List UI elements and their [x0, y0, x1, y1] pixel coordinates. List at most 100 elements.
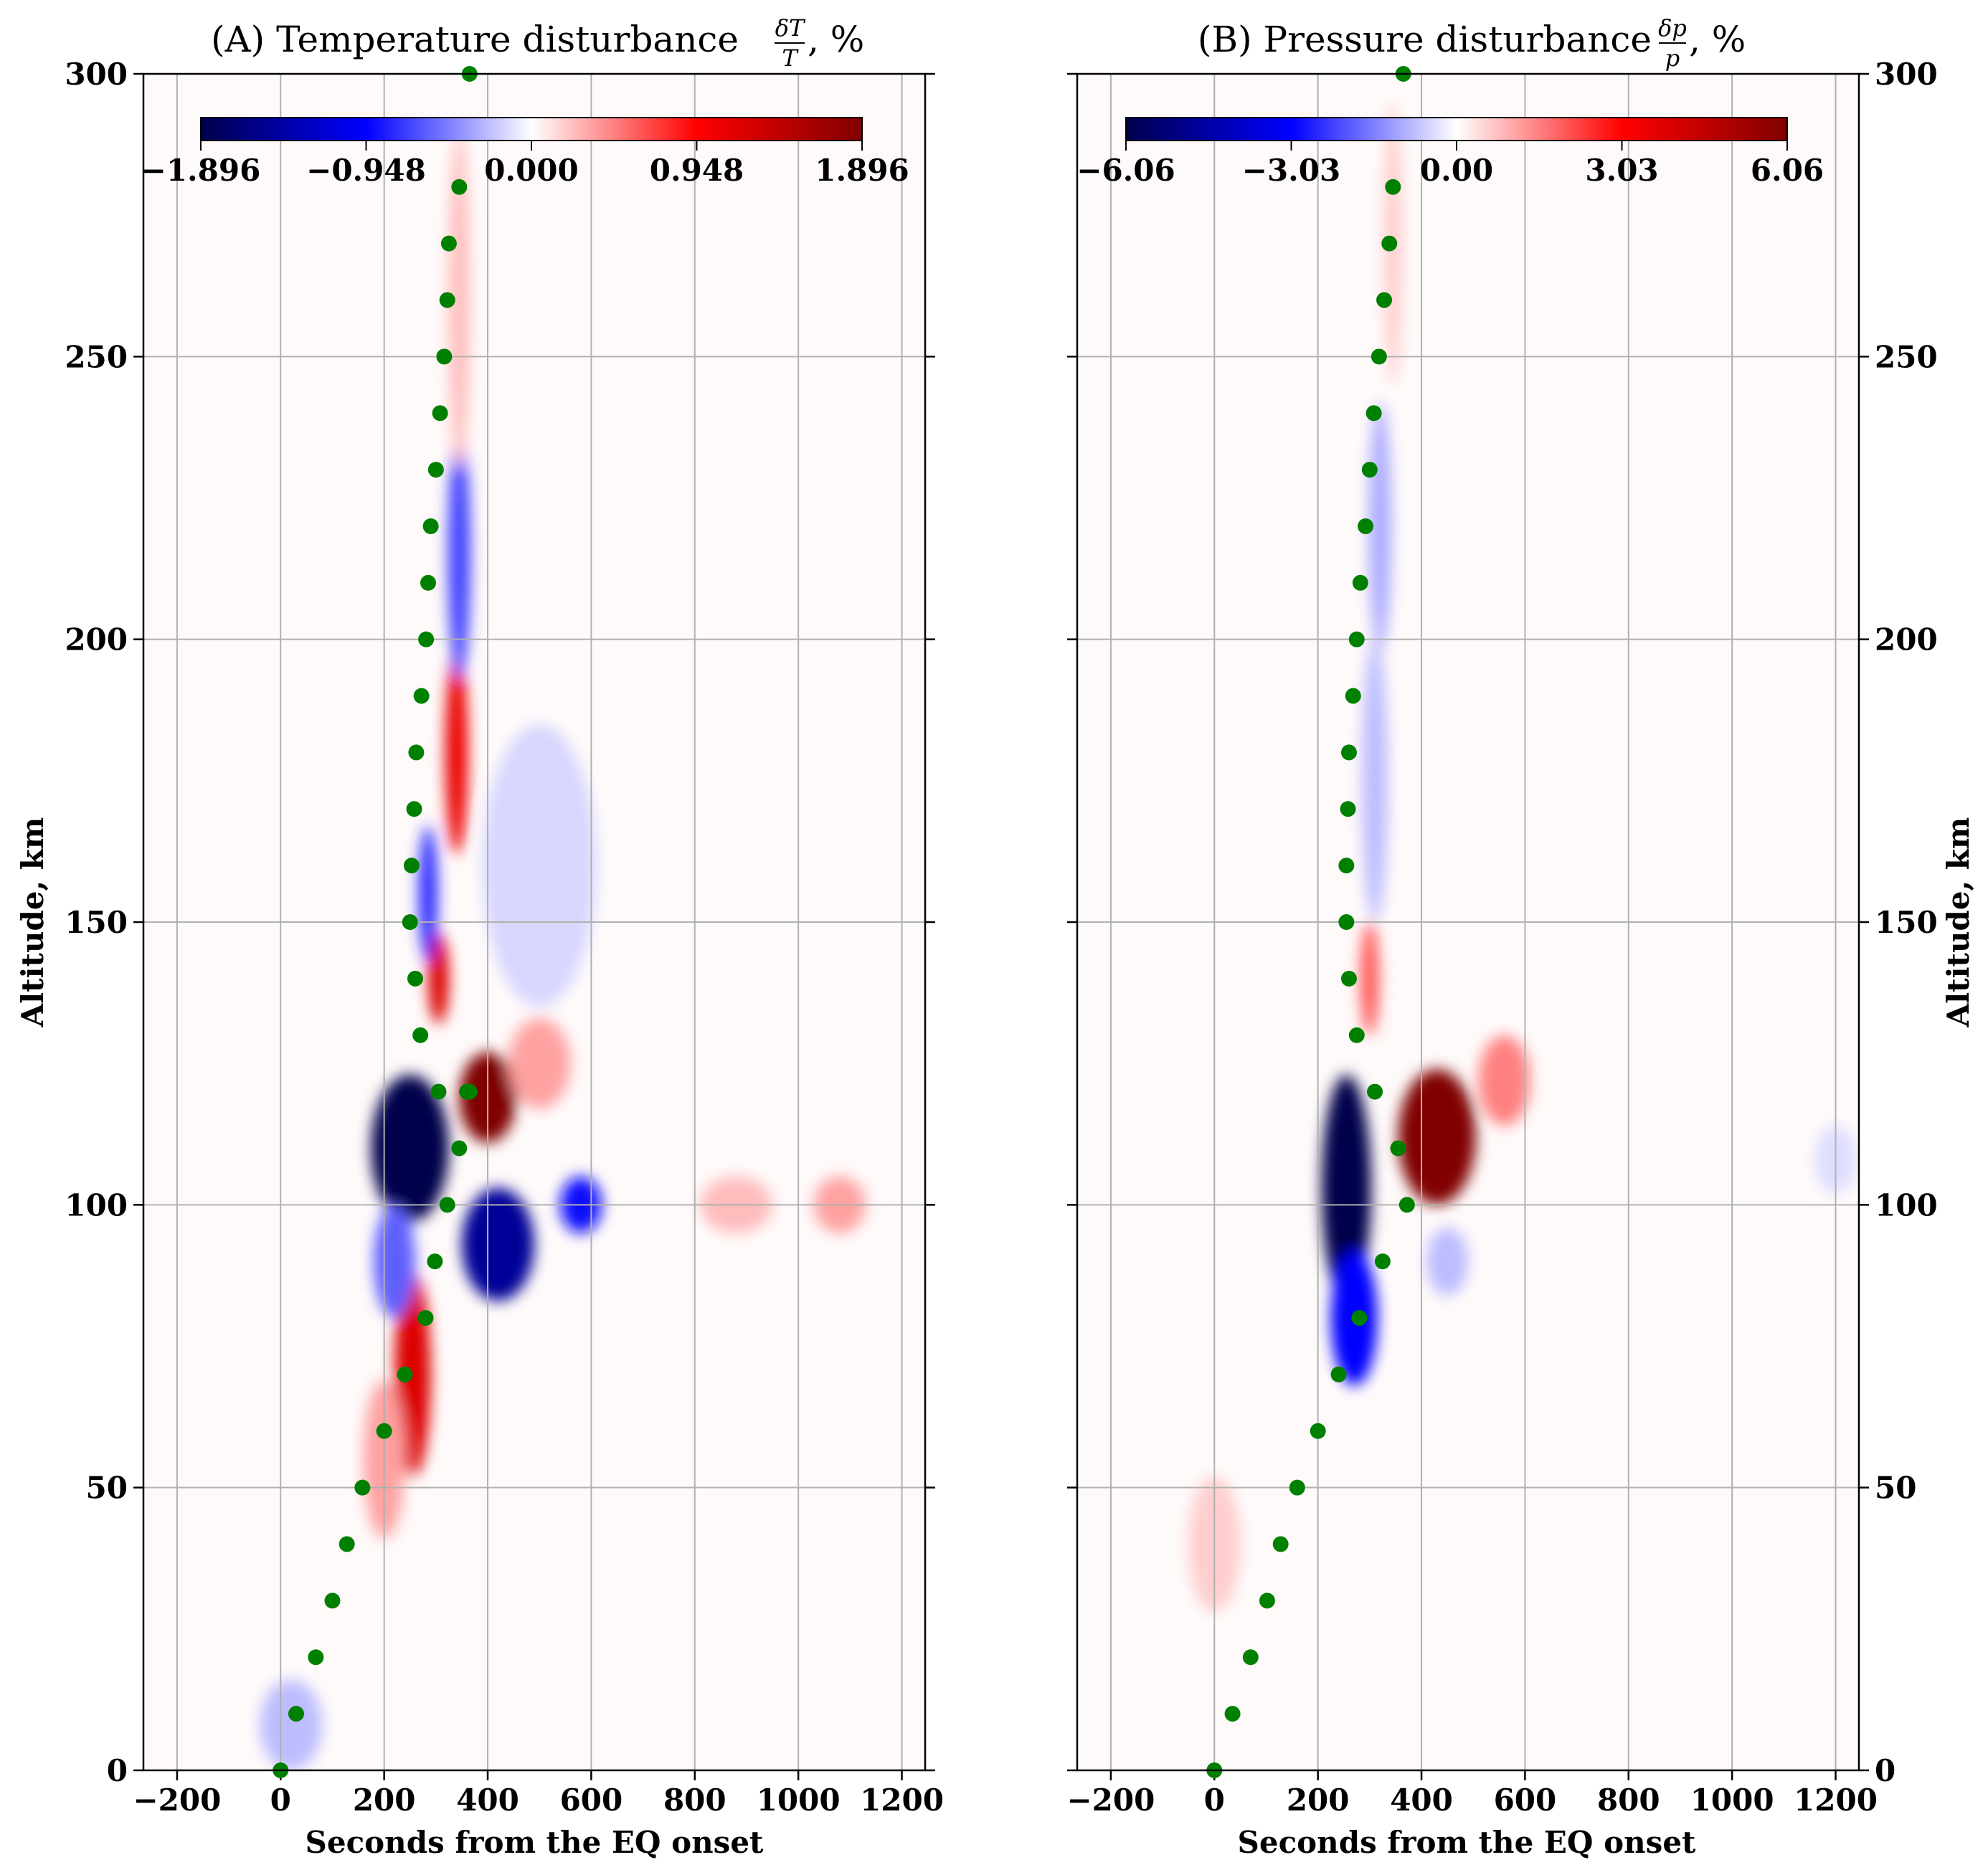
heatmap-blob: [419, 825, 438, 962]
wavefront-point: [439, 1197, 455, 1213]
y-tick-label: 100: [65, 1187, 128, 1223]
x-tick-label: 400: [1390, 1783, 1453, 1818]
panel-a-colorbar-tick-label: −0.948: [306, 153, 426, 188]
wavefront-point: [1371, 348, 1387, 365]
panel-a-colorbar-tick-label: 0.948: [650, 153, 744, 188]
panel-b-title-suffix: , %: [1689, 19, 1746, 60]
heatmap-blob: [1478, 1035, 1530, 1126]
heatmap-blob: [1426, 1227, 1468, 1296]
wavefront-point: [1398, 1197, 1415, 1213]
panel-b-colorbar: [1125, 117, 1788, 141]
y-tick-label: 200: [1875, 622, 1938, 658]
wavefront-point: [1330, 1366, 1347, 1382]
panel-b-colorbar-tick-label: 0.00: [1420, 153, 1493, 188]
heatmap-blob: [461, 1187, 534, 1301]
panel-b-ylabel: Altitude, km: [1941, 817, 1976, 1028]
wavefront-point: [308, 1649, 324, 1666]
panel-a-title-frac-den: T: [782, 44, 799, 72]
panel-b-title-frac-den: p: [1665, 44, 1680, 72]
wavefront-point: [417, 1310, 434, 1326]
wavefront-point: [1376, 292, 1393, 308]
panel-b: −200 0 200 400 600 800 1000 1200050100150200250…: [1066, 14, 1976, 1860]
heatmap-blob: [260, 1679, 323, 1770]
panel-a-ticks: −200 0 200 400 600 800 1000 1200050100150200250…: [65, 57, 944, 1818]
wavefront-point: [1365, 405, 1382, 422]
wavefront-point: [1242, 1649, 1259, 1666]
panel-b-title-main: (B) Pressure disturbance: [1198, 19, 1652, 60]
panel-a-colorbar-tick-label: 0.000: [484, 153, 579, 188]
wavefront-point: [451, 179, 468, 195]
wavefront-point: [1310, 1423, 1326, 1439]
wavefront-point: [1224, 1706, 1241, 1722]
x-tick-label: 200: [353, 1783, 416, 1818]
wavefront-point: [420, 574, 437, 591]
wavefront-point: [397, 1366, 413, 1382]
panel-a-title: (A) Temperature disturbance δT T , %: [211, 14, 864, 72]
wavefront-point: [406, 801, 422, 817]
wavefront-point: [1340, 801, 1356, 817]
wavefront-point: [1348, 1027, 1365, 1043]
heatmap-blob: [1362, 639, 1388, 922]
panel-a-title-suffix: , %: [808, 19, 864, 60]
wavefront-point: [408, 744, 425, 761]
wavefront-point: [1361, 462, 1378, 478]
panel-a-colorbar-tick-label: 1.896: [815, 153, 909, 188]
wavefront-point: [402, 914, 418, 930]
wavefront-point: [407, 970, 423, 987]
heatmap-blob: [1360, 922, 1379, 1035]
panel-b-frame: [1076, 72, 1860, 1772]
wavefront-point: [440, 235, 457, 252]
y-tick-label: 250: [1875, 339, 1938, 374]
heatmap-blob: [448, 429, 471, 679]
x-tick-label: 1200: [860, 1783, 944, 1818]
wavefront-point: [1367, 1083, 1383, 1100]
panel-a: −200 0 200 400 600 800 1000 1200050100150200250…: [15, 14, 944, 1860]
y-tick-label: 50: [1875, 1471, 1916, 1506]
panel-b-colorbar-tick-label: −6.06: [1076, 153, 1175, 188]
panel-b-colorbar-ticks: −6.06 −3.03 0.00 3.03 6.06: [1076, 141, 1824, 188]
heatmap-blob: [445, 650, 468, 855]
panel-a-frame: [142, 72, 927, 1772]
panel-a-title-frac-num: δT: [775, 14, 806, 42]
panel-a-xlabel: Seconds from the EQ onset: [306, 1825, 765, 1860]
panel-b-title: (B) Pressure disturbance δp p , %: [1198, 14, 1746, 72]
panel-a-wavefront-points: [273, 66, 478, 1778]
wavefront-point: [430, 1083, 447, 1100]
panel-a-colorbar-tick-label: −1.896: [141, 153, 261, 188]
wavefront-point: [1272, 1536, 1289, 1552]
heatmap-blob: [371, 1074, 449, 1222]
heatmap-blob: [1398, 1069, 1476, 1205]
x-tick-label: 0: [270, 1783, 291, 1818]
panel-a-colorbar: [200, 117, 863, 141]
y-tick-label: 150: [65, 905, 128, 940]
wavefront-point: [339, 1536, 355, 1552]
x-tick-label: −200: [1066, 1783, 1155, 1818]
y-tick-label: 200: [65, 622, 128, 658]
wavefront-point: [376, 1423, 392, 1439]
wavefront-point: [432, 405, 448, 422]
wavefront-point: [1374, 1253, 1391, 1270]
heatmap-blob: [482, 723, 597, 1007]
panel-a-ylabel: Altitude, km: [15, 817, 50, 1028]
wavefront-point: [1381, 235, 1398, 252]
x-tick-label: 200: [1287, 1783, 1350, 1818]
wavefront-point: [422, 518, 439, 534]
x-tick-label: 800: [1597, 1783, 1660, 1818]
wavefront-point: [1338, 914, 1355, 930]
x-tick-label: 0: [1204, 1783, 1225, 1818]
wavefront-point: [354, 1479, 371, 1496]
panel-b-colorbar-tick-label: 3.03: [1585, 153, 1658, 188]
heatmap-blob: [428, 933, 449, 1024]
y-tick-label: 300: [1875, 57, 1938, 92]
heatmap-blob: [374, 1205, 415, 1319]
wavefront-point: [1340, 970, 1357, 987]
wavefront-point: [427, 462, 444, 478]
wavefront-point: [412, 1027, 429, 1043]
heatmap-blob: [508, 1018, 571, 1109]
heatmap-blob: [1321, 1074, 1372, 1301]
panel-b-xlabel: Seconds from the EQ onset: [1238, 1825, 1697, 1860]
x-tick-label: 800: [663, 1783, 726, 1818]
wavefront-point: [418, 631, 435, 647]
x-tick-label: 600: [560, 1783, 623, 1818]
